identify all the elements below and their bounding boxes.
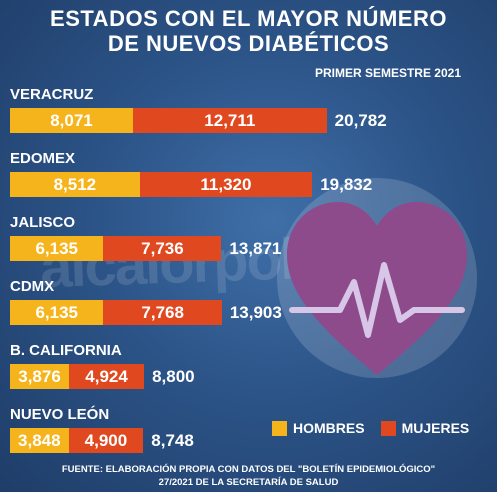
bar-hombres-cdmx: 6,135 (10, 300, 104, 325)
legend-label-hombres: HOMBRES (293, 420, 365, 436)
bar-hombres-jalisco: 6,135 (10, 236, 104, 261)
bar-hombres-b-california: 3,876 (10, 364, 70, 389)
category-label-b-california: B. CALIFORNIA (10, 342, 122, 359)
total-label-edomex: 19,832 (320, 174, 373, 194)
total-label-nuevo-le-n: 8,748 (151, 430, 194, 450)
chart-title-line2: DE NUEVOS DIABÉTICOS (107, 31, 390, 56)
bar-mujeres-veracruz: 12,711 (132, 108, 327, 133)
category-label-nuevo-le-n: NUEVO LEÓN (10, 406, 110, 423)
total-label-b-california: 8,800 (152, 366, 195, 386)
legend-swatch-hombres (272, 420, 287, 436)
legend: HOMBRES MUJERES (272, 420, 469, 436)
chart-title: ESTADOS CON EL MAYOR NÚMERO DE NUEVOS DI… (0, 6, 497, 56)
source-note: FUENTE: ELABORACIÓN PROPIA CON DATOS DEL… (0, 463, 497, 489)
total-label-cdmx: 13,903 (229, 302, 282, 322)
chart-subtitle: PRIMER SEMESTRE 2021 (314, 66, 461, 80)
category-label-veracruz: VERACRUZ (10, 86, 94, 103)
bar-mujeres-nuevo-le-n: 4,900 (68, 428, 144, 453)
legend-item-hombres: HOMBRES (272, 420, 365, 436)
bar-mujeres-b-california: 4,924 (69, 364, 145, 389)
category-label-jalisco: JALISCO (10, 214, 76, 231)
source-line1: FUENTE: ELABORACIÓN PROPIA CON DATOS DEL… (61, 464, 436, 475)
bar-mujeres-edomex: 11,320 (139, 172, 313, 197)
category-label-cdmx: CDMX (10, 278, 55, 295)
source-line2: 27/2021 DE LA SECRETARÍA DE SALUD (158, 477, 339, 488)
bar-mujeres-cdmx: 7,768 (103, 300, 222, 325)
total-label-jalisco: 13,871 (229, 238, 282, 258)
legend-swatch-mujeres (380, 420, 396, 436)
bar-hombres-veracruz: 8,071 (10, 108, 133, 133)
bar-hombres-nuevo-le-n: 3,848 (10, 428, 69, 453)
bar-hombres-edomex: 8,512 (10, 172, 140, 197)
legend-item-mujeres: MUJERES (380, 420, 470, 436)
category-label-edomex: EDOMEX (10, 150, 76, 167)
legend-label-mujeres: MUJERES (401, 420, 470, 436)
bar-mujeres-jalisco: 7,736 (103, 236, 222, 261)
total-label-veracruz: 20,782 (334, 110, 387, 130)
chart-title-line1: ESTADOS CON EL MAYOR NÚMERO (50, 6, 447, 31)
heart-icon (277, 178, 477, 378)
